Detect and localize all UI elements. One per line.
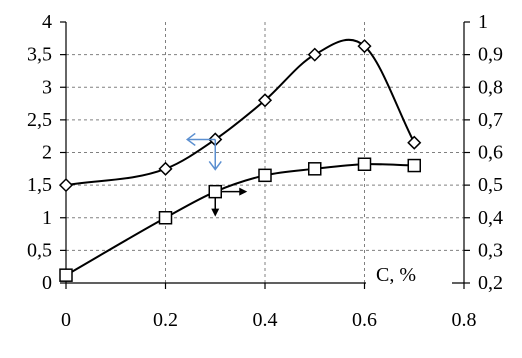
square-marker — [59, 268, 73, 282]
square-marker — [208, 184, 222, 199]
diamond-marker — [307, 47, 322, 62]
y-left-tick-label: 1 — [42, 207, 52, 229]
square-marker — [308, 162, 322, 176]
series-square-line — [65, 163, 415, 277]
series-curves — [65, 38, 416, 277]
y-left-tick-label: 3,5 — [27, 44, 52, 66]
diamond-marker — [58, 178, 74, 193]
diamond-marker — [257, 93, 273, 108]
y-left-tick-label: 2,5 — [27, 109, 52, 131]
y-right-tick-label: 0,7 — [478, 109, 503, 131]
arrow-left-head — [186, 132, 196, 147]
diamond-marker — [407, 135, 422, 150]
y-left-tick-label: 2 — [42, 142, 52, 164]
x-tick-label: 0.6 — [352, 309, 377, 331]
arrow-down-head — [211, 208, 220, 217]
square-marker — [158, 211, 173, 225]
y-right-tick-label: 0,9 — [478, 44, 503, 66]
x-tick-label: 0.4 — [253, 309, 278, 331]
y-right-tick-label: 1 — [478, 11, 488, 33]
square-marker — [407, 158, 421, 173]
y-left-tick-label: 3 — [42, 76, 52, 98]
xlabel-background — [366, 264, 452, 286]
y-right-tick-label: 0,8 — [478, 76, 503, 98]
y-left-tick-label: 4 — [42, 11, 52, 33]
y-right-tick-label: 0,5 — [478, 174, 503, 196]
x-tick-label: 0.8 — [452, 309, 477, 331]
y-left-tick-label: 0 — [42, 272, 52, 294]
y-left-tick-label: 1,5 — [27, 174, 52, 196]
diamond-marker — [357, 39, 372, 54]
tick-labels: 0 0,2 0,5 0,3 1 0,4 1,5 0,5 2 0,6 2,5 0,7 3 0,8 3,5 0,9… — [27, 11, 503, 331]
x-tick-label: 0.2 — [153, 309, 178, 331]
arrow-right-head — [239, 187, 248, 196]
y-right-tick-label: 0,4 — [478, 207, 503, 229]
diamond-marker — [158, 161, 173, 176]
y-right-tick-label: 0,6 — [478, 142, 503, 164]
series-markers — [58, 39, 422, 282]
x-tick-label: 0 — [61, 309, 71, 331]
grid — [66, 22, 464, 283]
y-right-tick-label: 0,2 — [478, 272, 503, 294]
y-right-tick-label: 0,3 — [478, 239, 503, 261]
square-marker — [357, 157, 372, 171]
x-axis-title: C, % — [376, 264, 416, 286]
arrow-down-head — [208, 160, 222, 171]
series-arrows — [186, 132, 248, 217]
square-marker — [258, 168, 272, 183]
y-left-tick-label: 0,5 — [27, 239, 52, 261]
